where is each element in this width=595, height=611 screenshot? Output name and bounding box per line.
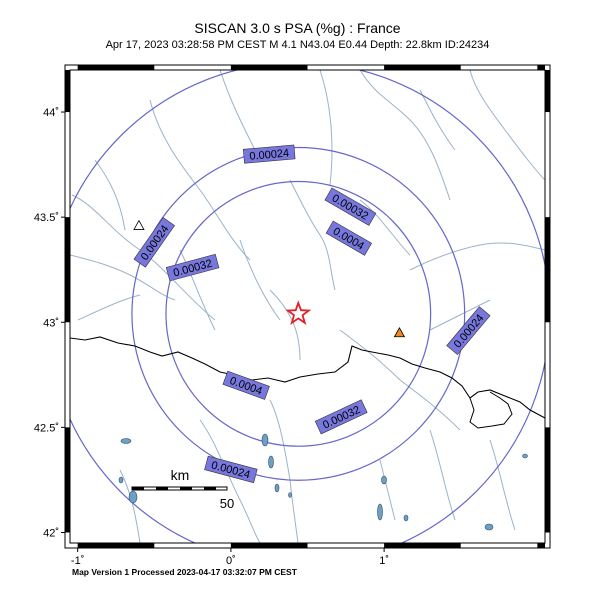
river <box>319 70 333 186</box>
lake <box>120 438 132 444</box>
river <box>239 239 281 321</box>
river <box>70 254 176 301</box>
svg-text:0.00024: 0.00024 <box>249 147 290 162</box>
rivers-layer <box>70 70 545 543</box>
contour-label: 0.00032 <box>165 253 220 282</box>
map-title: SISCAN 3.0 s PSA (%g) : France <box>194 20 401 36</box>
stations-layer <box>133 219 406 338</box>
lake <box>403 514 409 522</box>
scale-bar: km 50 <box>131 467 234 511</box>
frame-band <box>545 217 550 323</box>
station-triangle <box>393 326 406 338</box>
river <box>429 429 456 521</box>
contour-label: 0.00024 <box>204 455 258 484</box>
river <box>359 70 451 201</box>
scale-bar-segment <box>156 487 168 490</box>
lake <box>268 455 274 469</box>
river <box>419 89 456 151</box>
svg-text:0.00024: 0.00024 <box>452 312 487 350</box>
river <box>179 249 216 331</box>
andorra-border <box>469 391 513 429</box>
frame-inner <box>69 69 546 544</box>
river <box>219 70 256 151</box>
frame-band <box>537 65 545 70</box>
river <box>339 329 461 431</box>
river <box>269 289 301 361</box>
scale-bar-label: km <box>171 467 190 483</box>
lon-tick-label: 1˚ <box>379 555 389 567</box>
epicenter-layer <box>285 300 312 325</box>
lake <box>377 503 383 521</box>
river <box>379 459 396 521</box>
country-border <box>70 336 545 419</box>
contour-0.00032 <box>131 146 466 481</box>
map-version-footer: Map Version 1 Processed 2023-04-17 03:32… <box>72 567 297 577</box>
lat-tick-label: 43.5˚ <box>34 212 59 224</box>
event-info: Apr 17, 2023 03:28:58 PM CEST M 4.1 N43.… <box>105 39 490 51</box>
lat-tick-label: 44˚ <box>43 107 59 119</box>
map-frame <box>64 64 551 549</box>
frame-band <box>384 543 461 548</box>
contour-0.0004 <box>165 180 432 447</box>
river <box>409 242 545 271</box>
lake <box>274 483 280 493</box>
lake <box>128 490 138 504</box>
frame-band <box>65 217 70 323</box>
axis-ticks: 44˚ 43.5˚ 43˚ 42.5˚ 42˚ -1˚ 0˚ 1˚ <box>34 107 389 567</box>
river <box>359 199 411 256</box>
lat-tick-label: 43˚ <box>43 317 59 329</box>
lake <box>381 475 387 485</box>
scale-bar-segment <box>132 487 144 490</box>
frame-band <box>77 65 155 70</box>
river <box>199 419 261 543</box>
river <box>149 99 251 261</box>
frame-band <box>230 65 308 70</box>
scale-bar-segment <box>204 487 216 490</box>
frame-band <box>65 427 70 533</box>
river <box>469 70 545 181</box>
frame-band <box>230 543 308 548</box>
station-triangle <box>133 219 145 230</box>
lat-tick-label: 42.5˚ <box>34 422 59 434</box>
contour-label: 0.00032 <box>314 399 368 435</box>
lake <box>288 492 292 498</box>
epicenter-star <box>285 300 312 325</box>
lon-tick-label: -1˚ <box>71 555 84 567</box>
lake <box>484 523 494 531</box>
river <box>489 439 516 531</box>
lake <box>522 453 528 459</box>
frame-band <box>545 70 550 113</box>
contour-label: 0.0004 <box>222 370 270 400</box>
lon-tick-label: 0˚ <box>226 555 236 567</box>
lakes-layer <box>118 433 528 531</box>
river <box>429 299 491 331</box>
contour-label: 0.00024 <box>242 144 296 164</box>
lake <box>261 433 269 447</box>
frame-band <box>384 65 461 70</box>
contour-label: 0.00024 <box>446 306 491 356</box>
river <box>269 399 299 543</box>
frame-band <box>545 427 550 533</box>
border-layer <box>70 336 545 429</box>
frame-band <box>537 543 545 548</box>
river <box>77 294 141 321</box>
lake <box>118 476 124 484</box>
contours-layer <box>70 70 545 543</box>
contour-label: 0.0004 <box>325 220 373 256</box>
frame-band <box>65 70 70 113</box>
scale-bar-end-label: 50 <box>220 496 234 511</box>
river <box>289 179 336 291</box>
frame-band <box>77 543 155 548</box>
lat-tick-label: 42˚ <box>43 527 59 539</box>
river <box>94 159 126 231</box>
scale-bar-segment <box>180 487 192 490</box>
contour-labels-layer: 0.00024 0.00032 0.0004 0.00024 0.00032 0.0004… <box>133 144 491 484</box>
